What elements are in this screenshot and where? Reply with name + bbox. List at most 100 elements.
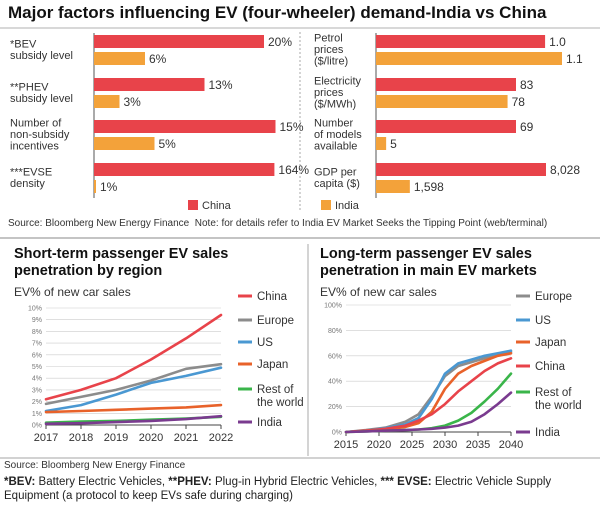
short-xtick-label: 2018 bbox=[69, 432, 93, 444]
short-ytick-label: 8% bbox=[32, 329, 42, 336]
india-bar bbox=[94, 52, 145, 65]
short-xtick-label: 2017 bbox=[34, 432, 58, 444]
china-bar bbox=[94, 78, 205, 91]
long-legend-label: India bbox=[535, 427, 561, 439]
short-legend-label: US bbox=[257, 337, 273, 349]
short-ytick-label: 2% bbox=[32, 399, 42, 406]
short-ytick-label: 3% bbox=[32, 387, 42, 394]
bar-value-label: 15% bbox=[280, 120, 304, 134]
china-bar bbox=[94, 163, 275, 176]
long-ytick-label: 60% bbox=[328, 353, 342, 360]
category-label: GDP per capita ($) bbox=[314, 166, 360, 190]
long-xtick-label: 2015 bbox=[334, 439, 358, 451]
bar-value-label: 69 bbox=[520, 120, 534, 134]
short-series-india bbox=[44, 414, 223, 426]
short-ytick-label: 4% bbox=[32, 376, 42, 383]
short-term-ylabel: EV% of new car sales bbox=[14, 285, 131, 299]
short-ytick-label: 5% bbox=[32, 364, 42, 371]
bar-value-label: 1.0 bbox=[549, 35, 566, 49]
long-xtick-label: 2040 bbox=[499, 439, 523, 451]
bar-value-label: 83 bbox=[520, 78, 534, 92]
china-bar bbox=[376, 120, 516, 133]
india-bar bbox=[376, 137, 387, 150]
short-series-japan bbox=[44, 403, 223, 414]
short-ytick-label: 1% bbox=[32, 411, 42, 418]
short-ytick-label: 0% bbox=[32, 423, 42, 430]
bar-value-label: 20% bbox=[268, 35, 292, 49]
bar-value-label: 5% bbox=[159, 137, 177, 151]
china-bar bbox=[376, 35, 546, 48]
long-series-china bbox=[344, 356, 513, 434]
china-bar bbox=[94, 35, 264, 48]
long-ytick-label: 40% bbox=[328, 379, 342, 386]
china-bar bbox=[376, 163, 546, 176]
india-bar bbox=[376, 180, 410, 193]
category-label: ***EVSE density bbox=[10, 166, 52, 190]
india-bar bbox=[94, 137, 155, 150]
long-series-india bbox=[344, 391, 513, 434]
long-xtick-label: 2025 bbox=[400, 439, 424, 451]
bar-value-label: 164% bbox=[278, 163, 309, 177]
bar-value-label: 1,598 bbox=[414, 180, 444, 194]
long-series-europe bbox=[344, 350, 513, 434]
short-ytick-label: 10% bbox=[28, 306, 42, 313]
category-label: Number of models available bbox=[314, 118, 362, 153]
top-source: Source: Bloomberg New Energy Finance Not… bbox=[8, 218, 548, 229]
india-bar bbox=[94, 180, 96, 193]
category-label: **PHEV subsidy level bbox=[10, 81, 73, 105]
china-bar bbox=[94, 120, 276, 133]
long-legend-label: China bbox=[535, 361, 566, 373]
china-bar bbox=[376, 78, 516, 91]
bar-value-label: 1% bbox=[100, 180, 118, 194]
india-bar bbox=[94, 95, 120, 108]
short-term-title: Short-term passenger EV sales penetratio… bbox=[14, 246, 229, 279]
short-legend-label: India bbox=[257, 417, 283, 429]
short-xtick-label: 2020 bbox=[139, 432, 163, 444]
bar-value-label: 5 bbox=[390, 137, 397, 151]
short-ytick-label: 6% bbox=[32, 352, 42, 359]
long-legend-label: Japan bbox=[535, 337, 566, 349]
long-series-us bbox=[344, 349, 513, 434]
long-xtick-label: 2035 bbox=[466, 439, 490, 451]
short-ytick-label: 7% bbox=[32, 341, 42, 348]
short-legend-label: Europe bbox=[257, 315, 294, 327]
short-ytick-label: 9% bbox=[32, 317, 42, 324]
long-ytick-label: 100% bbox=[324, 303, 342, 310]
short-legend-label: Japan bbox=[257, 359, 288, 371]
category-label: Number of non-subsidy incentives bbox=[10, 118, 70, 153]
category-label: Electricity prices ($/MWh) bbox=[314, 76, 362, 111]
category-label: Petrol prices ($/litre) bbox=[314, 33, 348, 68]
category-label: *BEV subsidy level bbox=[10, 38, 73, 62]
bar-value-label: 13% bbox=[209, 78, 233, 92]
footnote: *BEV: Battery Electric Vehicles, **PHEV:… bbox=[4, 476, 552, 502]
bar-value-label: 6% bbox=[149, 52, 167, 66]
short-series-china bbox=[44, 313, 223, 401]
long-legend-label: Rest of the world bbox=[535, 387, 582, 412]
legend-china-label: China bbox=[202, 200, 232, 212]
long-series-japan bbox=[344, 351, 513, 434]
long-term-ylabel: EV% of new car sales bbox=[320, 285, 437, 299]
short-xtick-label: 2022 bbox=[209, 432, 233, 444]
bar-value-label: 3% bbox=[124, 95, 142, 109]
long-legend-label: US bbox=[535, 315, 551, 327]
legend-china-swatch bbox=[188, 200, 198, 210]
page-title: Major factors influencing EV (four-wheel… bbox=[8, 3, 547, 22]
india-bar bbox=[376, 52, 562, 65]
bar-value-label: 1.1 bbox=[566, 52, 583, 66]
long-term-title: Long-term passenger EV sales penetration… bbox=[320, 246, 537, 279]
bar-value-label: 8,028 bbox=[550, 163, 580, 177]
short-legend-label: Rest of the world bbox=[257, 384, 304, 409]
short-xtick-label: 2019 bbox=[104, 432, 128, 444]
india-bar bbox=[376, 95, 508, 108]
long-ytick-label: 20% bbox=[328, 404, 342, 411]
bottom-source: Source: Bloomberg New Energy Finance bbox=[4, 460, 186, 471]
long-legend-label: Europe bbox=[535, 291, 572, 303]
legend-india-swatch bbox=[321, 200, 331, 210]
short-series-europe bbox=[44, 362, 223, 406]
long-xtick-label: 2020 bbox=[367, 439, 391, 451]
short-xtick-label: 2021 bbox=[174, 432, 198, 444]
short-legend-label: China bbox=[257, 291, 288, 303]
long-ytick-label: 80% bbox=[328, 328, 342, 335]
long-ytick-label: 0% bbox=[332, 430, 342, 437]
